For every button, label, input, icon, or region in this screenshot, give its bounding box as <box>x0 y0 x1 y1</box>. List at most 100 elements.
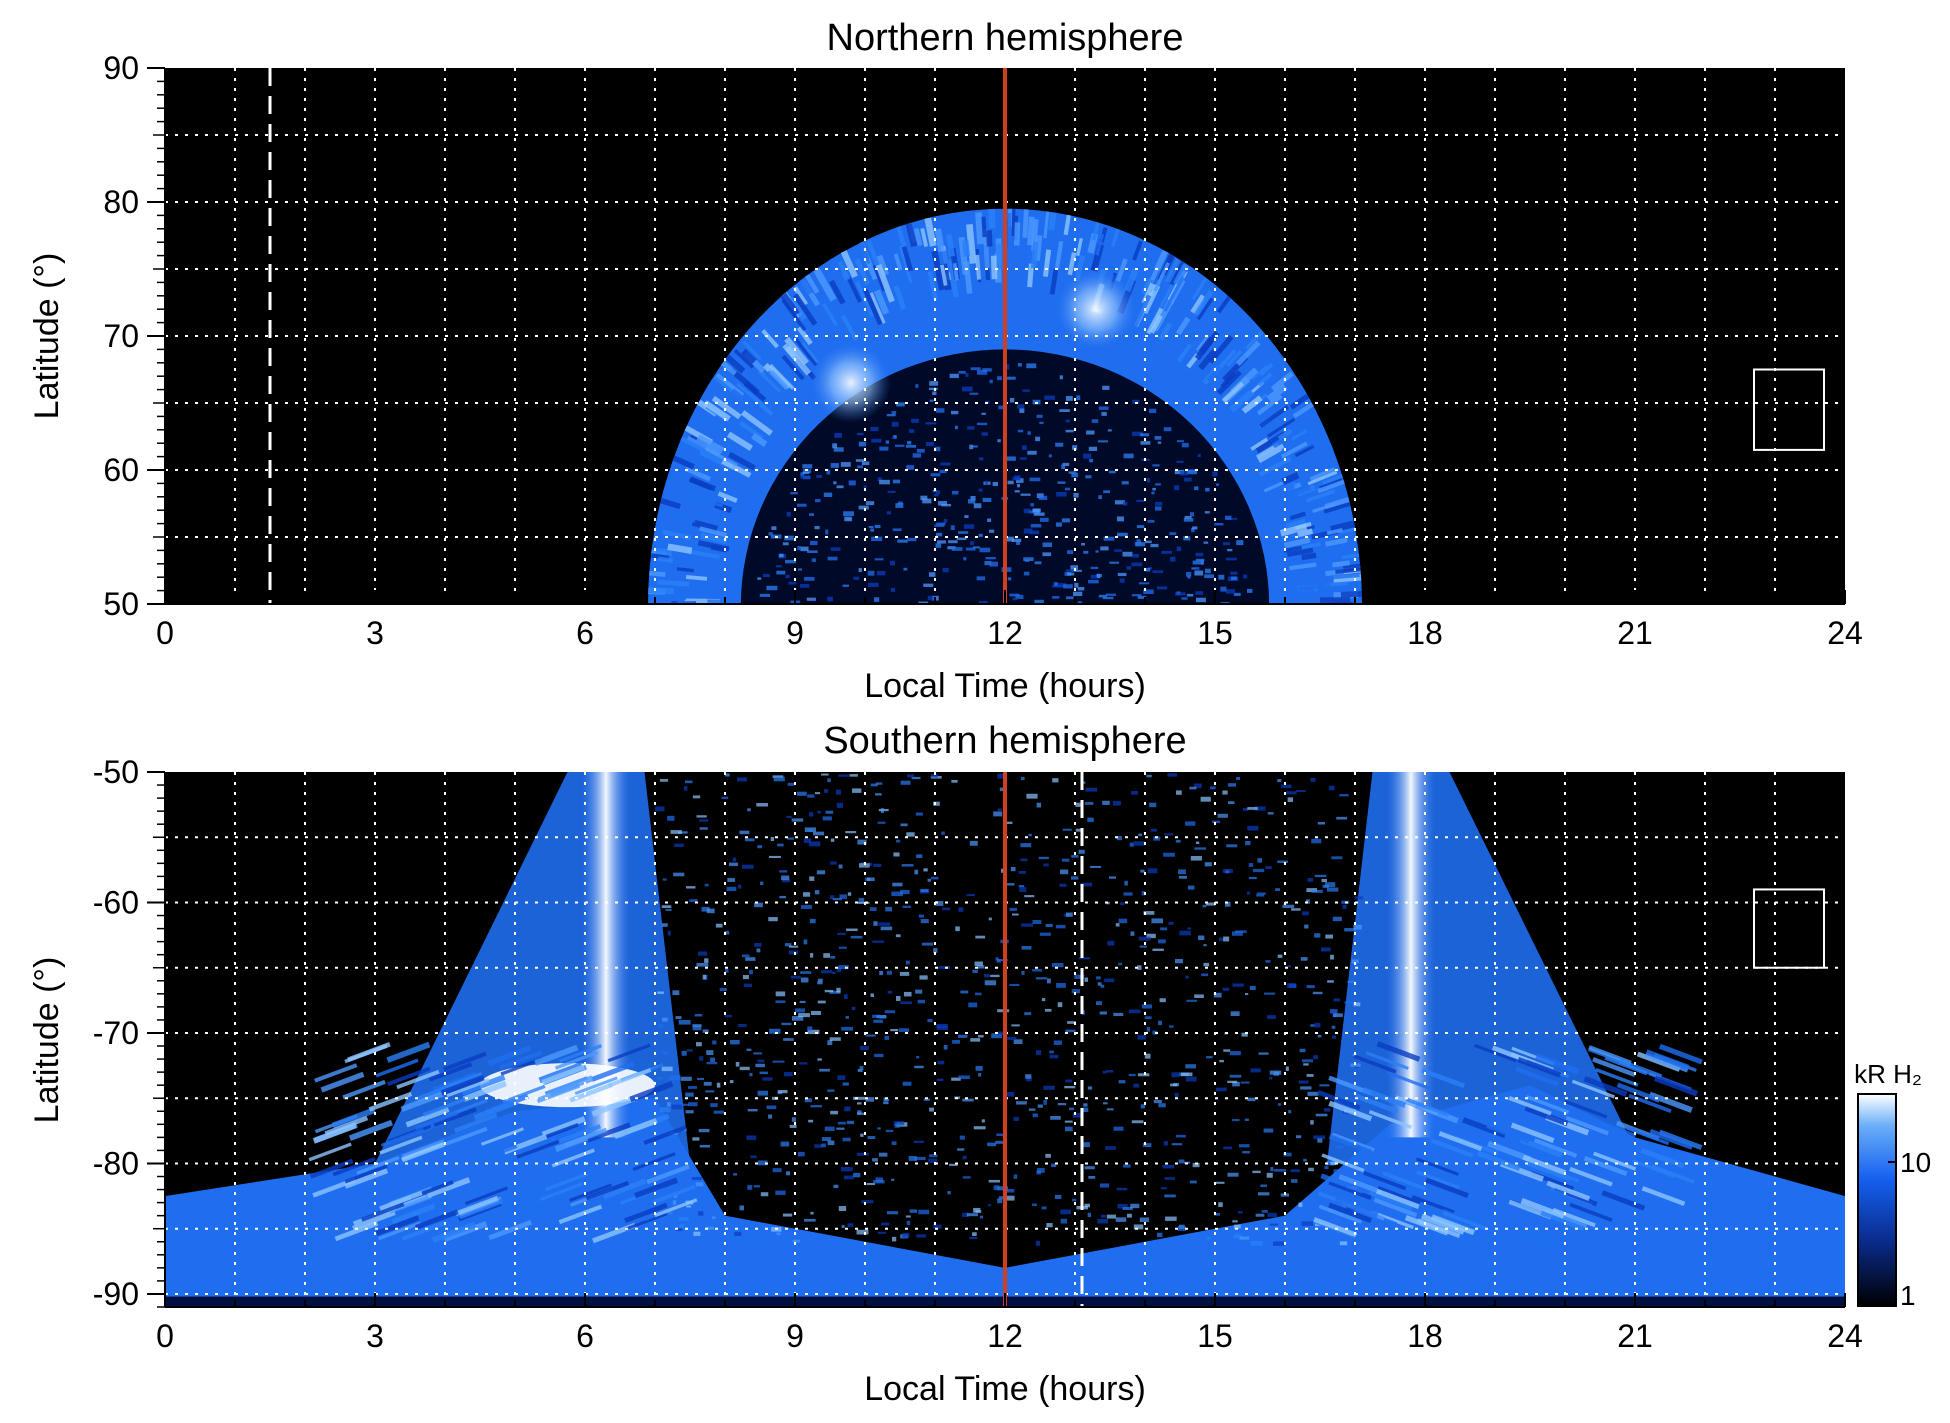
north-oval-streak <box>1132 294 1152 329</box>
south-speckle <box>766 1105 777 1110</box>
south-skirt-streak <box>1368 1110 1413 1130</box>
south-speckle <box>1277 954 1283 958</box>
north-cap-speckle <box>1163 427 1172 432</box>
south-skirt-streak <box>1625 1126 1670 1146</box>
north-cap-speckle <box>1140 441 1151 445</box>
north-x-tick-label: 0 <box>156 615 174 651</box>
south-speckle <box>1255 1213 1265 1217</box>
south-speckle <box>1137 965 1142 970</box>
north-cap-speckle <box>1065 429 1074 433</box>
north-cap-speckle <box>1068 471 1077 474</box>
north-oval-streak <box>792 293 818 326</box>
south-speckle <box>1310 1024 1315 1027</box>
south-speckle <box>916 1055 920 1059</box>
south-speckle <box>1112 800 1121 806</box>
north-oval-streak <box>1011 208 1016 237</box>
north-cap-speckle <box>1012 597 1018 601</box>
south-speckle <box>914 1065 924 1069</box>
north-oval-streak <box>1208 334 1234 364</box>
south-speckle <box>1250 1240 1263 1246</box>
north-cap-speckle <box>1152 464 1160 467</box>
north-cap-speckle <box>1216 483 1220 486</box>
south-speckle <box>1115 923 1120 927</box>
north-oval-streak <box>757 342 786 372</box>
south-speckle <box>787 837 794 840</box>
south-panel: Southern hemisphere 0 3 6 9 12 15 18 21 24 -50-6… <box>28 720 1863 1408</box>
south-speckle <box>837 932 846 936</box>
south-speckle <box>1303 1158 1307 1162</box>
north-cap-speckle <box>1136 525 1145 529</box>
south-speckle <box>1139 1217 1150 1223</box>
south-speckle <box>1133 1083 1140 1088</box>
north-oval-streak <box>1206 365 1221 382</box>
south-speckle <box>768 855 781 858</box>
south-speckle <box>1201 973 1209 977</box>
north-oval-streak <box>1289 511 1307 521</box>
south-speckle <box>1115 1217 1127 1222</box>
south-skirt-streak <box>1564 1099 1608 1119</box>
south-skirt-streak <box>558 1044 602 1063</box>
south-speckle <box>1287 965 1291 968</box>
north-oval-streak <box>649 570 666 577</box>
north-cap-speckle <box>1017 363 1022 367</box>
north-cap-speckle <box>779 553 784 558</box>
north-oval-streak <box>1022 209 1029 238</box>
south-speckle <box>1003 1195 1015 1201</box>
north-cap-speckle <box>879 479 890 485</box>
south-speckle <box>1282 904 1295 909</box>
north-cap-speckle <box>1023 557 1034 561</box>
south-speckle <box>1332 916 1342 922</box>
north-cap-speckle <box>951 490 959 495</box>
south-speckle <box>1285 1066 1289 1071</box>
north-oval-streak <box>648 587 675 595</box>
north-oval-streak <box>743 381 767 402</box>
north-cap-speckle <box>928 572 936 577</box>
south-speckle <box>896 996 901 1001</box>
south-speckle <box>972 1232 977 1236</box>
south-speckle <box>873 1180 885 1184</box>
south-speckle <box>823 953 830 958</box>
south-speckle <box>972 969 978 973</box>
south-speckle <box>1280 1193 1289 1197</box>
south-speckle <box>1146 774 1152 778</box>
north-oval-streak <box>1174 298 1196 328</box>
south-speckle <box>1313 1135 1326 1140</box>
north-oval-streak <box>862 288 883 326</box>
south-speckle <box>938 965 950 969</box>
south-speckle <box>756 948 761 953</box>
south-skirt-streak <box>314 1063 358 1083</box>
north-cap-speckle <box>1065 396 1073 401</box>
south-skirt-streak <box>368 1091 413 1112</box>
north-oval-streak <box>1240 407 1258 423</box>
south-speckle <box>1226 844 1238 848</box>
south-speckle <box>884 1010 896 1014</box>
north-cap-speckle <box>1218 574 1225 580</box>
south-speckle <box>1026 1077 1032 1082</box>
north-oval-streak <box>739 421 764 440</box>
south-speckle <box>739 830 750 835</box>
south-speckle <box>1242 1151 1250 1154</box>
south-speckle <box>1323 1108 1331 1112</box>
south-speckle <box>1354 1156 1365 1160</box>
south-speckle <box>845 831 857 834</box>
north-cap-speckle <box>1176 546 1182 552</box>
south-skirt-streak <box>1411 1194 1455 1215</box>
north-oval-streak <box>751 433 768 447</box>
south-speckle <box>966 894 975 897</box>
north-cap-speckle <box>918 601 929 604</box>
north-cap-speckle <box>804 576 815 581</box>
north-cap-speckle <box>848 480 856 486</box>
south-speckle <box>866 877 875 882</box>
south-speckle <box>817 810 821 814</box>
south-speckle <box>734 1231 742 1237</box>
south-speckle <box>724 930 730 935</box>
north-cap-speckle <box>855 459 865 462</box>
south-speckle <box>1170 1083 1178 1087</box>
south-speckle <box>658 1024 664 1029</box>
north-oval-streak <box>1245 330 1264 350</box>
south-skirt-streak <box>624 1202 668 1223</box>
north-cap-speckle <box>759 593 771 597</box>
south-speckle <box>1269 1070 1282 1075</box>
north-cap-speckle <box>834 606 840 610</box>
south-speckle <box>706 1061 718 1065</box>
